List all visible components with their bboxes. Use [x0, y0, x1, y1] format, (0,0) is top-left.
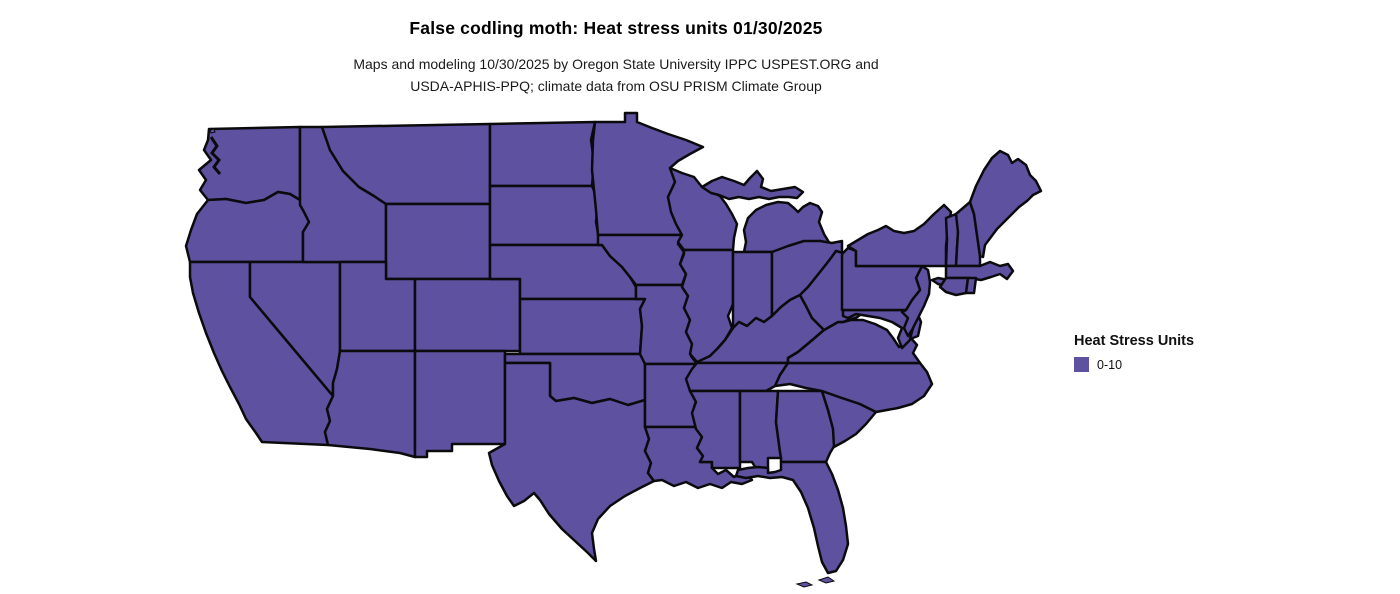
- state-MS: [688, 389, 742, 470]
- state-IL: [678, 248, 735, 364]
- figure-subtitle: Maps and modeling 10/30/2025 by Oregon S…: [0, 53, 1232, 97]
- state-TN: [684, 361, 790, 393]
- florida-keys-west: [795, 581, 814, 588]
- state-RI: [964, 276, 978, 295]
- state-NC: [773, 361, 934, 414]
- map-legend: Heat Stress Units 0-10: [1074, 333, 1194, 372]
- page-title: False codling moth: Heat stress units 01…: [409, 18, 823, 38]
- map-container: [183, 106, 1055, 594]
- us-map: [184, 111, 1043, 588]
- state-MN: [590, 111, 705, 237]
- state-ME: [968, 149, 1043, 259]
- state-OR: [184, 190, 311, 264]
- state-IN: [731, 250, 774, 330]
- state-VA: [786, 318, 922, 365]
- florida-keys-east: [817, 576, 836, 584]
- state-NM: [413, 349, 507, 459]
- legend-swatch-0-10: [1074, 357, 1089, 372]
- legend-item: 0-10: [1074, 357, 1194, 372]
- state-NY: [846, 203, 953, 268]
- state-MI-UP: [700, 169, 805, 201]
- state-AL: [738, 389, 783, 475]
- state-FL: [734, 460, 850, 575]
- state-SD: [488, 184, 604, 247]
- state-CO: [413, 277, 522, 353]
- san-juan-island: [209, 128, 216, 134]
- legend-label: 0-10: [1097, 357, 1123, 372]
- subtitle-line-2: USDA-APHIS-PPQ; climate data from OSU PR…: [410, 78, 822, 94]
- figure-header: False codling moth: Heat stress units 01…: [0, 18, 1232, 97]
- state-CT: [938, 276, 970, 297]
- state-AZ: [323, 349, 417, 459]
- state-KS: [518, 297, 647, 356]
- state-TX: [487, 361, 656, 563]
- state-WY: [384, 202, 492, 281]
- legend-title: Heat Stress Units: [1074, 333, 1195, 349]
- subtitle-line-1: Maps and modeling 10/30/2025 by Oregon S…: [353, 56, 879, 72]
- state-ND: [488, 120, 597, 188]
- puget-sound-inlets: [209, 136, 222, 175]
